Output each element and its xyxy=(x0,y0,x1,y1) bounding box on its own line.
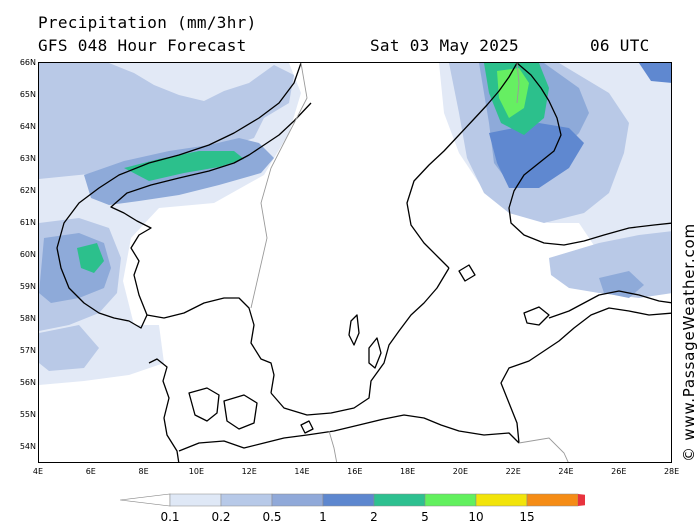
lat-label: 65N xyxy=(19,90,36,99)
borders xyxy=(250,63,569,462)
legend-threshold-label: 5 xyxy=(421,510,429,524)
legend-swatch xyxy=(424,493,477,507)
island-oland xyxy=(348,314,360,346)
lon-label: 16E xyxy=(347,467,363,476)
legend-swatch xyxy=(271,493,324,507)
coast-baltic-east xyxy=(500,307,671,444)
legend-threshold-label: 0.1 xyxy=(160,510,180,524)
coastlines xyxy=(56,63,671,462)
precip-heavy-norway xyxy=(124,151,244,181)
lon-label: 10E xyxy=(188,467,204,476)
legend-threshold-label: 1 xyxy=(319,510,327,524)
legend-swatch xyxy=(475,493,528,507)
lat-label: 54N xyxy=(19,442,36,451)
lat-label: 61N xyxy=(19,218,36,227)
coast-danish-islands xyxy=(188,387,258,430)
coast-germany-poland xyxy=(178,414,520,452)
coast-norway-sweden xyxy=(56,63,312,329)
coast-finland xyxy=(508,63,671,246)
coast-oslofjord-sweden-west xyxy=(146,297,275,394)
forecast-time: 06 UTC xyxy=(590,36,650,55)
precip-light-baltic-states xyxy=(549,231,671,298)
island-gotland xyxy=(368,337,382,369)
precip-heavy-southwest-norway xyxy=(77,243,104,273)
border-sweden-finland xyxy=(516,63,520,104)
border-norway-sweden xyxy=(250,63,308,309)
chart-title: Precipitation (mm/3hr) xyxy=(38,13,257,32)
precipitation-legend xyxy=(120,493,585,507)
lon-label: 22E xyxy=(505,467,521,476)
lon-label: 26E xyxy=(611,467,627,476)
lon-label: 28E xyxy=(663,467,680,476)
precip-areas xyxy=(39,63,671,385)
lat-label: 66N xyxy=(19,58,36,67)
lat-label: 55N xyxy=(19,410,36,419)
precipitation-map[interactable] xyxy=(38,62,672,463)
border-germany-poland xyxy=(328,430,338,462)
lon-label: 6E xyxy=(85,467,96,476)
lat-label: 57N xyxy=(19,346,36,355)
precip-light-skagerrak xyxy=(39,325,99,371)
precip-very-heavy-north-bothnia xyxy=(497,68,529,118)
lat-label: 63N xyxy=(19,154,36,163)
lat-label: 62N xyxy=(19,186,36,195)
coast-southern-sweden xyxy=(270,267,450,416)
map-canvas xyxy=(39,63,671,462)
lon-label: 12E xyxy=(241,467,257,476)
lat-label: 58N xyxy=(19,314,36,323)
precip-light-north-norway xyxy=(39,63,294,179)
legend-threshold-label: 2 xyxy=(370,510,378,524)
coast-denmark-jutland xyxy=(148,358,180,462)
lon-label: 24E xyxy=(558,467,574,476)
precip-moderate-baltic-states xyxy=(599,271,644,298)
lon-label: 4E xyxy=(32,467,44,476)
coast-baltic-states xyxy=(548,290,671,319)
legend-swatch xyxy=(373,493,426,507)
lat-label: 56N xyxy=(19,378,36,387)
forecast-date: Sat 03 May 2025 xyxy=(370,36,519,55)
precip-moderate-finland xyxy=(489,123,584,188)
lat-label: 59N xyxy=(19,282,36,291)
lat-label: 64N xyxy=(19,122,36,131)
legend-threshold-label: 10 xyxy=(468,510,484,524)
legend-swatch xyxy=(169,493,222,507)
coast-sweden-bothnia xyxy=(406,63,518,269)
legend-swatch xyxy=(526,493,579,507)
legend-threshold-label: 0.2 xyxy=(211,510,231,524)
forecast-label: GFS 048 Hour Forecast xyxy=(38,36,247,55)
lon-label: 18E xyxy=(399,467,416,476)
precip-moderate-northeast xyxy=(639,63,671,83)
legend-swatch xyxy=(322,493,375,507)
credit-text: © www.PassageWeather.com xyxy=(680,223,698,462)
legend-swatch xyxy=(220,493,273,507)
lon-label: 20E xyxy=(452,467,468,476)
legend-threshold-label: 15 xyxy=(519,510,535,524)
island-aland xyxy=(458,264,476,282)
lon-label: 14E xyxy=(294,467,310,476)
legend-threshold-label: 0.5 xyxy=(262,510,282,524)
island-bornholm xyxy=(300,420,314,434)
lon-label: 8E xyxy=(138,467,149,476)
border-poland-lithuania xyxy=(518,437,569,462)
legend-high-arrow xyxy=(578,494,585,506)
island-saaremaa xyxy=(523,306,550,326)
legend-low-arrow xyxy=(120,493,171,507)
lat-label: 60N xyxy=(19,250,36,259)
